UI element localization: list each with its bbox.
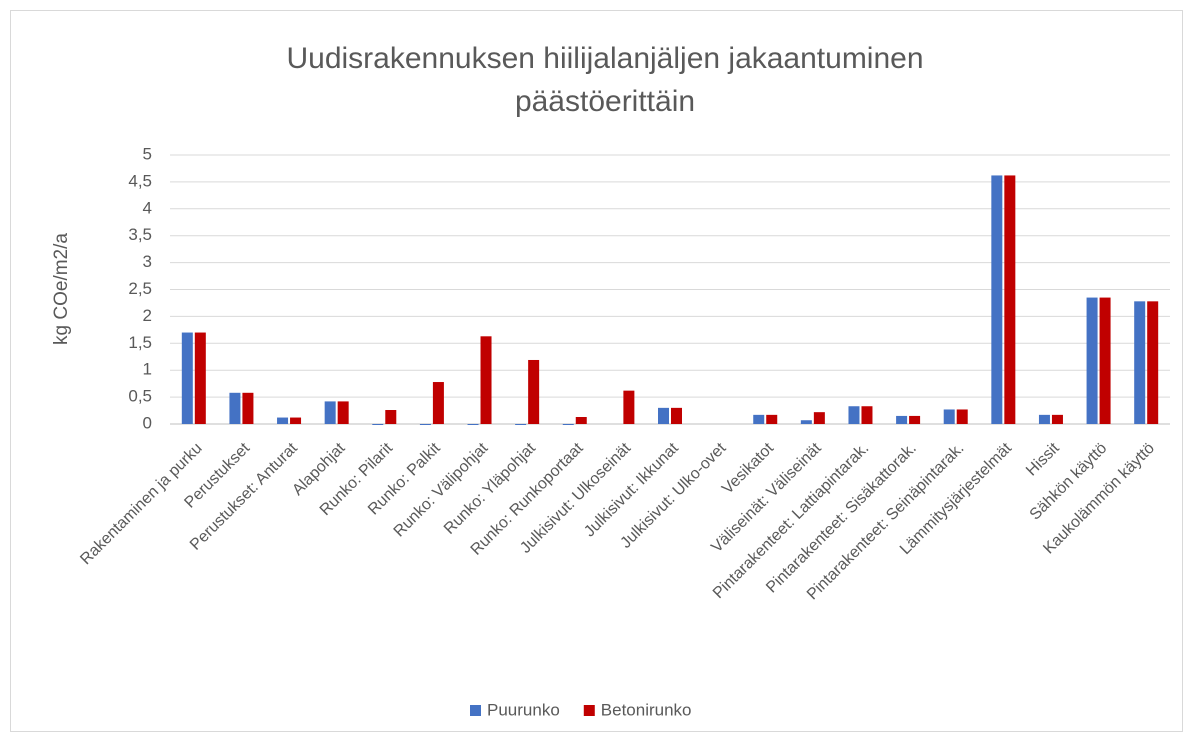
y-axis-label: kg COe/m2/a [51, 233, 72, 345]
y-tick-label: 1,5 [128, 333, 152, 352]
chart-border [10, 10, 1183, 732]
y-tick-label: 0 [143, 413, 152, 432]
legend-swatch [583, 705, 595, 716]
bar [1038, 414, 1050, 424]
bar [800, 420, 812, 424]
bar [562, 424, 574, 425]
y-tick-label: 3 [143, 252, 152, 271]
y-tick-label: 4 [143, 198, 152, 217]
bar [1134, 301, 1146, 424]
bar [419, 424, 431, 425]
bar [753, 414, 765, 424]
bar [1147, 301, 1159, 424]
bar [766, 414, 778, 424]
y-tick-label: 2,5 [128, 279, 152, 298]
bar [337, 401, 349, 424]
bar [861, 406, 873, 424]
bar [277, 417, 289, 424]
bar [1086, 297, 1098, 424]
bar [909, 415, 921, 424]
bar [896, 415, 908, 424]
bar [623, 390, 635, 424]
chart-title: Uudisrakennuksen hiilijalanjäljen jakaan… [286, 42, 923, 75]
legend-label: Puurunko [487, 700, 560, 719]
bar [467, 424, 479, 425]
bar [181, 332, 193, 424]
chart-title: päästöerittäin [515, 85, 695, 118]
bar [194, 332, 206, 424]
legend-swatch [470, 705, 481, 716]
bar [848, 406, 860, 424]
bar [658, 407, 669, 424]
bar [1051, 414, 1063, 424]
y-tick-label: 1 [143, 360, 152, 379]
bar [290, 417, 302, 424]
y-tick-label: 2 [143, 306, 152, 325]
bar [324, 401, 336, 424]
bar [432, 382, 444, 424]
bar [991, 175, 1003, 424]
y-tick-label: 0,5 [128, 387, 152, 406]
bar [943, 409, 955, 424]
legend-label: Betonirunko [601, 700, 692, 719]
bar [813, 412, 825, 424]
bar [1004, 175, 1016, 424]
bar [671, 407, 682, 424]
bar [575, 417, 587, 424]
bar [372, 424, 384, 425]
bar [480, 336, 492, 424]
bar [229, 392, 241, 424]
y-tick-label: 4,5 [128, 171, 152, 190]
bar [515, 424, 527, 425]
bar [1099, 297, 1111, 424]
y-tick-label: 5 [143, 144, 152, 163]
bar [242, 392, 254, 424]
bar [385, 410, 397, 424]
bar [956, 409, 968, 424]
bar [528, 359, 540, 424]
y-tick-label: 3,5 [128, 225, 152, 244]
